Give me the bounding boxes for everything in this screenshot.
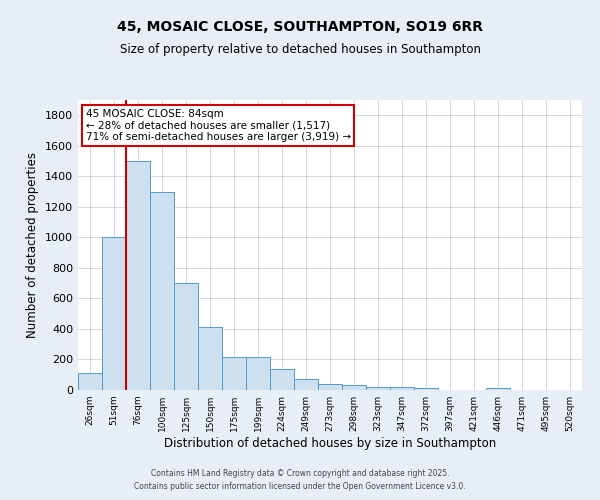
Bar — [294, 378, 318, 390]
Bar — [222, 357, 246, 390]
Text: Contains HM Land Registry data © Crown copyright and database right 2025.: Contains HM Land Registry data © Crown c… — [151, 468, 449, 477]
Bar — [390, 387, 414, 390]
Bar — [318, 384, 342, 390]
Bar — [342, 386, 366, 390]
Bar — [246, 357, 270, 390]
Bar — [366, 387, 390, 390]
Text: 45 MOSAIC CLOSE: 84sqm
← 28% of detached houses are smaller (1,517)
71% of semi-: 45 MOSAIC CLOSE: 84sqm ← 28% of detached… — [86, 108, 350, 142]
X-axis label: Distribution of detached houses by size in Southampton: Distribution of detached houses by size … — [164, 437, 496, 450]
Bar — [270, 368, 294, 390]
Bar — [414, 388, 438, 390]
Bar — [126, 161, 150, 390]
Bar — [150, 192, 174, 390]
Bar — [174, 283, 198, 390]
Bar — [78, 373, 102, 390]
Bar — [198, 328, 222, 390]
Text: Size of property relative to detached houses in Southampton: Size of property relative to detached ho… — [119, 42, 481, 56]
Text: Contains public sector information licensed under the Open Government Licence v3: Contains public sector information licen… — [134, 482, 466, 491]
Y-axis label: Number of detached properties: Number of detached properties — [26, 152, 40, 338]
Bar — [102, 238, 126, 390]
Bar — [486, 388, 510, 390]
Text: 45, MOSAIC CLOSE, SOUTHAMPTON, SO19 6RR: 45, MOSAIC CLOSE, SOUTHAMPTON, SO19 6RR — [117, 20, 483, 34]
